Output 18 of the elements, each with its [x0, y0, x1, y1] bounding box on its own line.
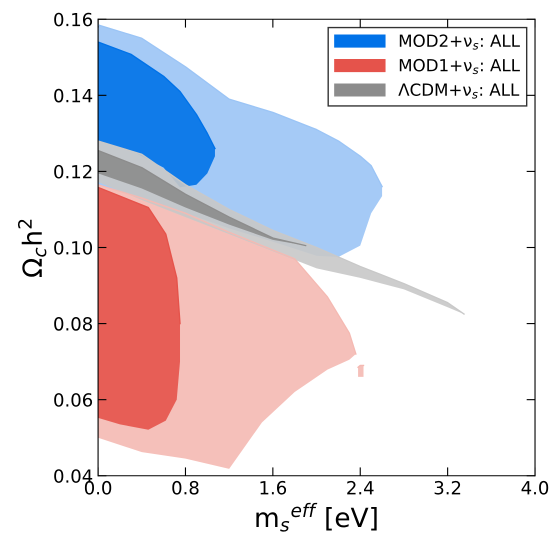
- legend-label: MOD1+ν$_{s}$: ALL: [400, 58, 520, 74]
- y-tick-label: 0.10: [54, 240, 92, 255]
- legend-label: ΛCDM+ν$_{s}$: ALL: [398, 83, 520, 99]
- y-tick-label: 0.14: [54, 88, 92, 102]
- y-tick-label: 0.08: [54, 317, 92, 331]
- x-tick-label: 0.8: [172, 480, 199, 495]
- legend-label: MOD2+ν$_{s}$: ALL: [400, 34, 520, 50]
- x-tick-label: 2.4: [347, 480, 374, 494]
- y-tick-label: 0.12: [54, 164, 92, 179]
- y-tick-label: 0.04: [54, 469, 92, 483]
- y-axis-title: Ω$_{c}$h$^{2}$: [18, 220, 46, 277]
- x-tick-label: 1.6: [260, 480, 286, 495]
- x-axis-title: m$_{s}$$^{eff}$ [eV]: [256, 502, 377, 532]
- y-tick-label: 0.16: [54, 12, 92, 26]
- x-tick-label: 4.0: [522, 480, 548, 495]
- x-tick-label: 0.0: [84, 480, 112, 495]
- x-tick-label: 3.2: [434, 480, 460, 495]
- y-tick-label: 0.06: [54, 393, 92, 407]
